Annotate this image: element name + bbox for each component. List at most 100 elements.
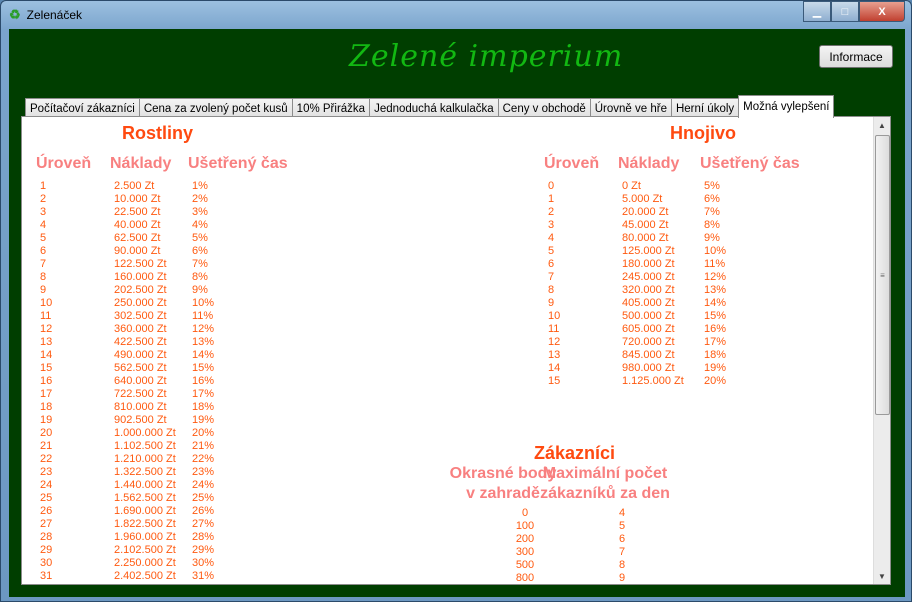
plants-cell: 13% (192, 336, 215, 348)
fertilizer-header-2: Ušetřený čas (700, 155, 800, 172)
plants-cell: 1% (192, 180, 208, 192)
plants-cell: 2% (192, 193, 208, 205)
fertilizer-cell: 6 (548, 258, 555, 270)
plants-cell: 5 (40, 232, 47, 244)
plants-cell: 722.500 Zt (114, 388, 167, 400)
maximize-button[interactable]: □ (831, 1, 859, 22)
fertilizer-cell: 500.000 Zt (622, 310, 675, 322)
customers-cell: 300 (515, 546, 535, 558)
plants-cell: 18 (40, 401, 53, 413)
window-title: Zelenáček (26, 8, 83, 22)
fertilizer-cell: 720.000 Zt (622, 336, 675, 348)
customers-cell: 5 (618, 520, 626, 532)
fertilizer-cell: 13 (548, 349, 561, 361)
plants-cell: 25 (40, 492, 53, 504)
plants-cell: 490.000 Zt (114, 349, 167, 361)
vertical-scrollbar[interactable]: ▲ ≡ ▼ (873, 117, 890, 584)
title-bar: ♻ Zelenáček (9, 7, 82, 23)
plants-cell: 640.000 Zt (114, 375, 167, 387)
plants-cell: 8% (192, 271, 208, 283)
customers-cell: 6 (618, 533, 626, 545)
plants-header-0: Úroveň (36, 155, 92, 172)
plants-cell: 360.000 Zt (114, 323, 167, 335)
plants-cell: 15% (192, 362, 215, 374)
plants-cell: 30 (40, 557, 53, 569)
plants-cell: 11% (192, 310, 214, 322)
plants-cell: 27 (40, 518, 53, 530)
client-area: Zelené imperium Informace Počítačoví zák… (9, 29, 905, 597)
plants-cell: 62.500 Zt (114, 232, 161, 244)
fertilizer-cell: 19% (704, 362, 727, 374)
plants-cell: 1 (40, 180, 47, 192)
fertilizer-cell: 16% (704, 323, 727, 335)
customers-cell: 9 (618, 572, 626, 584)
plants-cell: 1.210.000 Zt (114, 453, 176, 465)
plants-cell: 2 (40, 193, 47, 205)
fertilizer-cell: 9% (704, 232, 720, 244)
plants-header-1: Náklady (110, 155, 172, 172)
plants-cell: 1.690.000 Zt (114, 505, 176, 517)
plants-cell: 14 (40, 349, 53, 361)
fertilizer-cell: 5.000 Zt (622, 193, 663, 205)
close-button[interactable]: X (859, 1, 905, 22)
plants-cell: 810.000 Zt (114, 401, 167, 413)
tab-2[interactable]: 10% Přirážka (291, 98, 371, 118)
plants-cell: 2.250.000 Zt (114, 557, 176, 569)
customers-header-1-line2: zákazníků za den (540, 485, 670, 502)
plants-cell: 90.000 Zt (114, 245, 161, 257)
tab-4[interactable]: Ceny v obchodě (497, 98, 591, 118)
plants-cell: 160.000 Zt (114, 271, 167, 283)
plants-cell: 12 (40, 323, 53, 335)
fertilizer-cell: 320.000 Zt (622, 284, 675, 296)
plants-cell: 9% (192, 284, 208, 296)
minimize-button[interactable]: ▁ (803, 1, 831, 22)
window-controls: ▁ □ X (803, 1, 905, 22)
customers-cell: 500 (515, 559, 535, 571)
fertilizer-cell: 180.000 Zt (622, 258, 675, 270)
plants-cell: 11 (40, 310, 52, 322)
info-button[interactable]: Informace (819, 45, 893, 68)
plants-cell: 23% (192, 466, 215, 478)
plants-cell: 15 (40, 362, 53, 374)
fertilizer-cell: 12% (704, 271, 727, 283)
fertilizer-cell: 13% (704, 284, 727, 296)
fertilizer-cell: 12 (548, 336, 561, 348)
tab-6[interactable]: Herní úkoly (670, 98, 740, 118)
plants-cell: 202.500 Zt (114, 284, 167, 296)
plants-cell: 27% (192, 518, 215, 530)
plants-cell: 3 (40, 206, 47, 218)
fertilizer-cell: 11% (704, 258, 726, 270)
plants-cell: 30% (192, 557, 215, 569)
tab-7[interactable]: Možná vylepšení (738, 95, 835, 118)
tab-5[interactable]: Úrovně ve hře (589, 98, 672, 118)
fertilizer-header-0: Úroveň (544, 155, 600, 172)
plants-cell: 2.500 Zt (114, 180, 155, 192)
tab-0[interactable]: Počítačoví zákazníci (25, 98, 140, 118)
scroll-up-arrow-icon[interactable]: ▲ (878, 120, 886, 130)
plants-cell: 1.562.500 Zt (114, 492, 176, 504)
plants-cell: 20% (192, 427, 215, 439)
fertilizer-cell: 7 (548, 271, 555, 283)
fertilizer-cell: 45.000 Zt (622, 219, 669, 231)
plants-cell: 250.000 Zt (114, 297, 167, 309)
fertilizer-cell: 405.000 Zt (622, 297, 675, 309)
plants-cell: 24% (192, 479, 215, 491)
fertilizer-cell: 10 (548, 310, 561, 322)
plants-cell: 16 (40, 375, 53, 387)
scrollbar-thumb[interactable]: ≡ (875, 135, 890, 415)
tab-1[interactable]: Cena za zvolený počet kusů (138, 98, 293, 118)
customers-header-1-line1: Maximální počet (542, 465, 668, 482)
plants-cell: 28% (192, 531, 215, 543)
plants-cell: 1.822.500 Zt (114, 518, 176, 530)
fertilizer-cell: 125.000 Zt (622, 245, 675, 257)
fertilizer-cell: 17% (704, 336, 727, 348)
scroll-down-arrow-icon[interactable]: ▼ (878, 571, 886, 581)
plants-cell: 28 (40, 531, 53, 543)
plants-cell: 6 (40, 245, 47, 257)
fertilizer-cell: 80.000 Zt (622, 232, 669, 244)
tab-3[interactable]: Jednoduchá kalkulačka (369, 98, 499, 118)
customers-cell: 7 (618, 546, 626, 558)
plants-cell: 25% (192, 492, 215, 504)
plants-cell: 902.500 Zt (114, 414, 167, 426)
